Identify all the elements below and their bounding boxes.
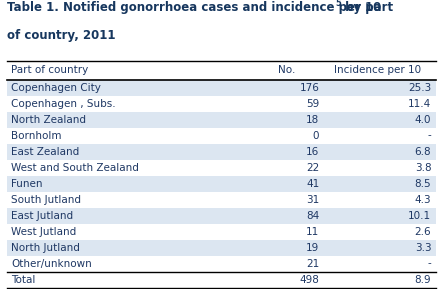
Bar (7, 96, 436, 112)
Text: Copenhagen City: Copenhagen City (11, 83, 101, 92)
Text: Copenhagen , Subs.: Copenhagen , Subs. (11, 99, 116, 109)
Bar (7, 112, 436, 127)
Text: 41: 41 (306, 179, 319, 188)
Text: Table 1. Notified gonorrhoea cases and incidence per 10: Table 1. Notified gonorrhoea cases and i… (7, 1, 381, 14)
Text: -: - (428, 131, 431, 140)
Bar (7, 192, 436, 208)
Bar (7, 175, 436, 192)
Text: Incidence per 10: Incidence per 10 (334, 65, 421, 75)
Bar (7, 79, 436, 96)
Text: 0: 0 (313, 131, 319, 140)
Bar (7, 61, 436, 79)
Text: 18: 18 (306, 114, 319, 125)
Text: 19: 19 (306, 242, 319, 253)
Text: 4.3: 4.3 (414, 194, 431, 205)
Text: 16: 16 (306, 147, 319, 157)
Text: 176: 176 (299, 83, 319, 92)
Bar (7, 144, 436, 160)
Text: 25.3: 25.3 (408, 83, 431, 92)
Bar (7, 240, 436, 255)
Text: 31: 31 (306, 194, 319, 205)
Text: 5: 5 (335, 0, 341, 8)
Text: 21: 21 (306, 259, 319, 268)
Text: 84: 84 (306, 211, 319, 221)
Text: Funen: Funen (11, 179, 42, 188)
Bar (7, 160, 436, 175)
Text: 4.0: 4.0 (415, 114, 431, 125)
Text: Part of country: Part of country (11, 65, 88, 75)
Text: 59: 59 (306, 99, 319, 109)
Bar (7, 272, 436, 288)
Text: 8.5: 8.5 (414, 179, 431, 188)
Text: of country, 2011: of country, 2011 (7, 29, 115, 42)
Bar (7, 208, 436, 224)
Text: North Zealand: North Zealand (11, 114, 86, 125)
Text: No.: No. (279, 65, 296, 75)
Text: North Jutland: North Jutland (11, 242, 80, 253)
Text: by part: by part (341, 1, 393, 14)
Text: Other/unknown: Other/unknown (11, 259, 92, 268)
Text: -: - (428, 259, 431, 268)
Text: South Jutland: South Jutland (11, 194, 81, 205)
Text: 8.9: 8.9 (414, 275, 431, 285)
Text: 3.3: 3.3 (414, 242, 431, 253)
Text: Total: Total (11, 275, 35, 285)
Bar (7, 224, 436, 240)
Text: 2.6: 2.6 (414, 227, 431, 236)
Text: West Jutland: West Jutland (11, 227, 76, 236)
Text: 6.8: 6.8 (414, 147, 431, 157)
Bar (7, 255, 436, 272)
Text: 3.8: 3.8 (414, 162, 431, 173)
Text: 11.4: 11.4 (408, 99, 431, 109)
Text: 22: 22 (306, 162, 319, 173)
Text: East Jutland: East Jutland (11, 211, 73, 221)
Text: East Zealand: East Zealand (11, 147, 79, 157)
Bar (7, 127, 436, 144)
Text: 498: 498 (299, 275, 319, 285)
Text: Bornholm: Bornholm (11, 131, 62, 140)
Text: 11: 11 (306, 227, 319, 236)
Text: West and South Zealand: West and South Zealand (11, 162, 139, 173)
Text: 10.1: 10.1 (408, 211, 431, 221)
